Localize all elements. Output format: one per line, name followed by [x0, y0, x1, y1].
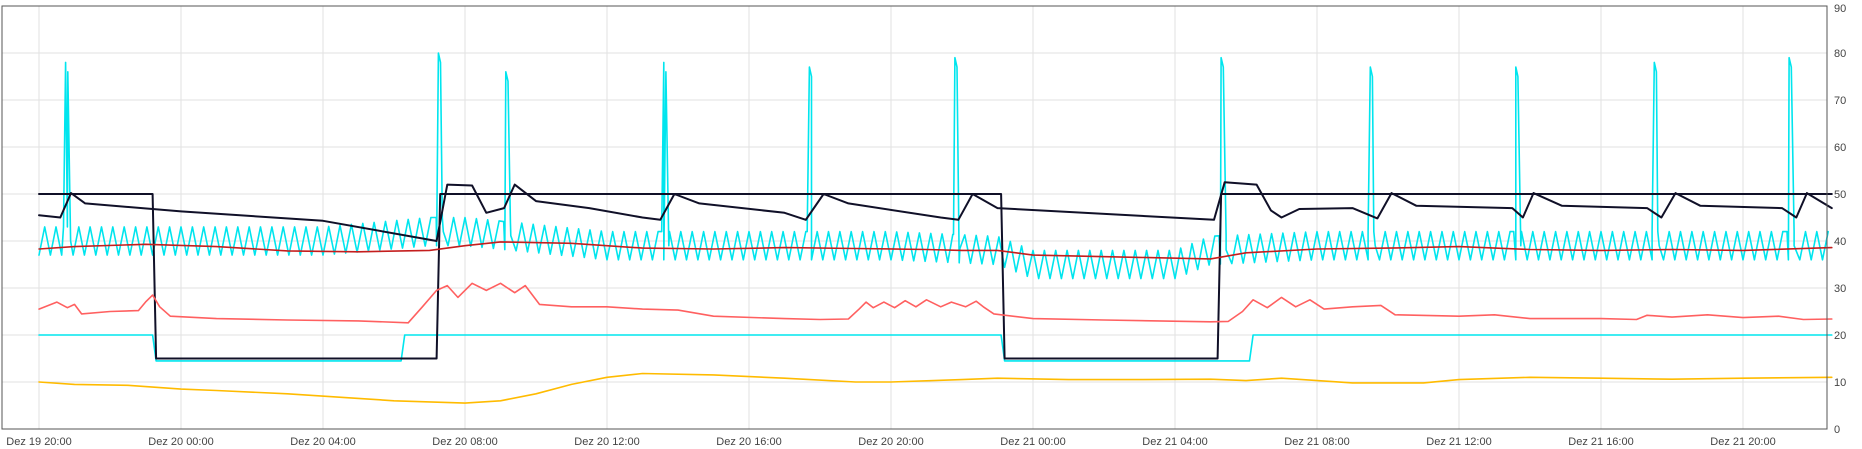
- y-tick-label: 20: [1834, 330, 1846, 342]
- series-line-7: [38, 372, 1833, 404]
- series-group: [38, 52, 1833, 404]
- x-tick-label: Dez 20 00:00: [148, 436, 213, 448]
- x-tick-label: Dez 21 20:00: [1710, 436, 1775, 448]
- x-tick-label: Dez 21 12:00: [1426, 436, 1491, 448]
- x-tick-label: Dez 20 20:00: [858, 436, 923, 448]
- x-axis: Dez 19 20:00 Dez 20 00:00 Dez 20 04:00 Dez …: [6, 436, 1775, 448]
- x-tick-label: Dez 20 04:00: [290, 436, 355, 448]
- series-line-3: [38, 193, 1833, 360]
- y-tick-label: 0: [1834, 424, 1840, 436]
- y-tick-label: 30: [1834, 283, 1846, 295]
- y-tick-label: 70: [1834, 95, 1846, 107]
- x-tick-label: Dez 21 16:00: [1568, 436, 1633, 448]
- y-tick-label: 10: [1834, 377, 1846, 389]
- y-tick-label: 40: [1834, 236, 1846, 248]
- y-tick-label: 80: [1834, 48, 1846, 60]
- y-axis: 0 10 20 30 40 50 60 70 80 90: [1834, 3, 1846, 436]
- x-tick-label: Dez 21 08:00: [1284, 436, 1349, 448]
- y-tick-label: 90: [1834, 3, 1846, 15]
- x-tick-label: Dez 21 04:00: [1142, 436, 1207, 448]
- x-tick-label: Dez 20 16:00: [716, 436, 781, 448]
- series-line-5: [38, 241, 1833, 260]
- y-tick-label: 60: [1834, 142, 1846, 154]
- plot-frame: [1, 5, 1828, 430]
- series-line-2: [38, 334, 1833, 362]
- x-tick-label: Dez 20 08:00: [432, 436, 497, 448]
- x-tick-label: Dez 19 20:00: [6, 436, 71, 448]
- y-tick-label: 50: [1834, 189, 1846, 201]
- series-line-4: [38, 181, 1833, 242]
- series-line-1: [38, 52, 1829, 280]
- series-line-6: [38, 282, 1833, 324]
- x-tick-label: Dez 21 00:00: [1000, 436, 1065, 448]
- x-tick-label: Dez 20 12:00: [574, 436, 639, 448]
